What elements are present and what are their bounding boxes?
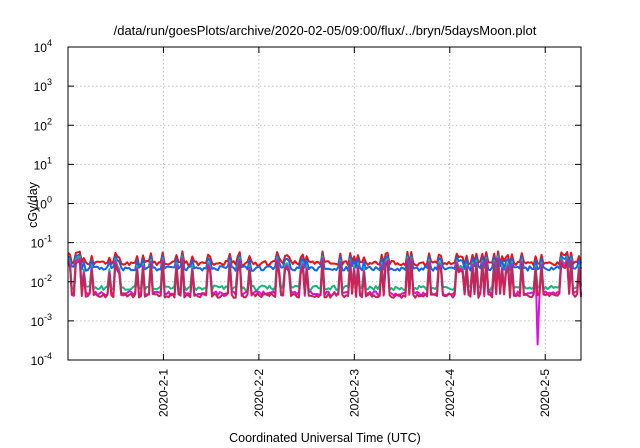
y-tick-base: 10 bbox=[31, 276, 45, 290]
x-tick-label: 2020-2-4 bbox=[443, 369, 457, 417]
y-tick-exponent: -4 bbox=[44, 351, 52, 361]
y-tick-base: 10 bbox=[34, 41, 48, 55]
x-axis-label: Coordinated Universal Time (UTC) bbox=[229, 431, 421, 445]
y-tick-exponent: 2 bbox=[47, 116, 52, 126]
y-tick-label: 100 bbox=[34, 195, 52, 212]
x-tick-label: 2020-2-2 bbox=[252, 369, 266, 417]
y-tick-label: 10-4 bbox=[31, 351, 52, 368]
y-tick-exponent: -1 bbox=[44, 234, 52, 244]
y-tick-base: 10 bbox=[34, 119, 48, 133]
series-line bbox=[67, 257, 582, 346]
y-tick-exponent: 1 bbox=[47, 155, 52, 165]
y-tick-label: 10-2 bbox=[31, 273, 52, 290]
y-tick-label: 101 bbox=[34, 155, 52, 172]
x-tick-label: 2020-2-3 bbox=[347, 369, 361, 417]
y-tick-base: 10 bbox=[34, 80, 48, 94]
grid bbox=[68, 47, 581, 360]
y-tick-label: 102 bbox=[34, 116, 52, 133]
x-tick-label: 2020-2-5 bbox=[538, 369, 552, 417]
y-tick-exponent: 0 bbox=[47, 195, 52, 205]
x-axis: 2020-2-1 2020-2-2 2020-2-3 2020-2-4 2020-2-5 bbox=[156, 47, 552, 417]
series-layer bbox=[67, 250, 582, 346]
x-tick-label: 2020-2-1 bbox=[156, 369, 170, 417]
y-tick-label: 10-1 bbox=[31, 234, 52, 251]
y-tick-base: 10 bbox=[34, 158, 48, 172]
y-tick-exponent: -2 bbox=[44, 273, 52, 283]
y-tick-exponent: 4 bbox=[47, 38, 52, 48]
y-tick-label: 104 bbox=[34, 38, 52, 55]
chart-title: /data/run/goesPlots/archive/2020-02-05/0… bbox=[114, 23, 537, 38]
series-line bbox=[67, 259, 582, 299]
y-tick-base: 10 bbox=[31, 354, 45, 368]
y-tick-label: 103 bbox=[34, 77, 52, 94]
y-tick-base: 10 bbox=[31, 315, 45, 329]
y-tick-label: 10-3 bbox=[31, 312, 52, 329]
y-tick-base: 10 bbox=[31, 237, 45, 251]
y-tick-exponent: 3 bbox=[47, 77, 52, 87]
y-axis-label: cGy/day bbox=[26, 181, 40, 228]
y-tick-base: 10 bbox=[34, 198, 48, 212]
y-tick-exponent: -3 bbox=[44, 312, 52, 322]
